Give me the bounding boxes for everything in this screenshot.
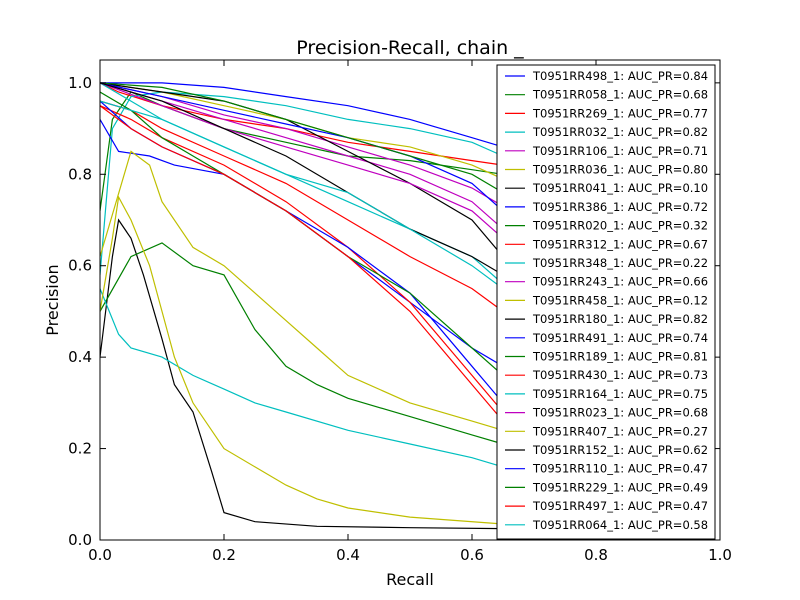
series-line-24	[100, 105, 504, 422]
series-line-11	[100, 288, 504, 468]
series-line-19	[100, 82, 504, 239]
legend-entry: T0951RR180_1: AUC_PR=0.82	[532, 312, 708, 326]
y-axis-label: Precision	[43, 264, 62, 335]
series-layer	[100, 82, 504, 530]
y-tick-label: 1.0	[68, 74, 92, 92]
x-tick-label: 1.0	[708, 546, 732, 564]
legend-entry: T0951RR430_1: AUC_PR=0.73	[532, 368, 708, 382]
series-line-21	[100, 82, 504, 276]
series-line-12	[100, 82, 504, 230]
legend: T0951RR498_1: AUC_PR=0.84 T0951RR058_1: A…	[496, 64, 716, 540]
legend-box	[496, 64, 716, 540]
legend-entry: T0951RR164_1: AUC_PR=0.75	[532, 387, 708, 401]
legend-entry: T0951RR229_1: AUC_PR=0.49	[532, 480, 708, 494]
legend-entry: T0951RR312_1: AUC_PR=0.67	[532, 237, 708, 251]
x-tick-label: 0.0	[88, 546, 112, 564]
x-tick-label: 0.8	[584, 546, 608, 564]
legend-entry: T0951RR189_1: AUC_PR=0.81	[532, 350, 708, 364]
series-line-20	[100, 150, 504, 431]
series-line-15	[100, 82, 504, 212]
legend-entry: T0951RR498_1: AUC_PR=0.84	[532, 69, 708, 83]
series-line-17	[100, 100, 504, 312]
legend-entry: T0951RR020_1: AUC_PR=0.32	[532, 219, 708, 233]
legend-entry: T0951RR058_1: AUC_PR=0.68	[532, 88, 708, 102]
x-tick-label: 0.4	[336, 546, 360, 564]
y-tick-label: 0.2	[68, 440, 92, 458]
legend-entry: T0951RR106_1: AUC_PR=0.71	[532, 144, 708, 158]
legend-entry: T0951RR407_1: AUC_PR=0.27	[532, 424, 708, 438]
series-line-25	[100, 100, 504, 290]
y-tick-label: 0.6	[68, 257, 92, 275]
series-line-10	[100, 105, 504, 413]
legend-entry: T0951RR023_1: AUC_PR=0.68	[532, 406, 708, 420]
legend-entry: T0951RR497_1: AUC_PR=0.47	[532, 499, 708, 513]
series-line-5	[100, 82, 504, 207]
y-tick-label: 0.8	[68, 165, 92, 183]
series-line-9	[100, 242, 504, 445]
series-line-7	[100, 218, 504, 530]
series-line-13	[100, 195, 504, 525]
legend-entry: T0951RR064_1: AUC_PR=0.58	[532, 518, 708, 532]
series-line-1	[100, 82, 504, 148]
x-tick-label: 0.6	[460, 546, 484, 564]
legend-entry: T0951RR110_1: AUC_PR=0.47	[532, 462, 708, 476]
x-axis-label: Recall	[386, 570, 434, 589]
series-line-14	[100, 82, 504, 257]
legend-entry: T0951RR041_1: AUC_PR=0.10	[532, 181, 708, 195]
plot-frame	[99, 59, 721, 541]
y-tick-label: 0.4	[68, 348, 92, 366]
legend-entry: T0951RR386_1: AUC_PR=0.72	[532, 200, 708, 214]
legend-entry: T0951RR036_1: AUC_PR=0.80	[532, 163, 708, 177]
y-tick-label: 0.0	[68, 531, 92, 549]
x-tick-label: 0.2	[212, 546, 236, 564]
legend-entry: T0951RR269_1: AUC_PR=0.77	[532, 106, 708, 120]
legend-entry: T0951RR032_1: AUC_PR=0.82	[532, 125, 708, 139]
legend-entry: T0951RR458_1: AUC_PR=0.12	[532, 293, 708, 307]
ticks-layer: 0.0 0.2 0.4 0.6 0.8 1.0 0.0 0.2 0.4 0.6 0.8 1.0	[68, 60, 732, 564]
legend-entry: T0951RR491_1: AUC_PR=0.74	[532, 331, 708, 345]
chart-title: Precision-Recall, chain _	[296, 37, 524, 59]
series-line-4	[100, 91, 504, 275]
series-line-16	[100, 82, 504, 194]
legend-entry: T0951RR348_1: AUC_PR=0.22	[532, 256, 708, 270]
legend-entry: T0951RR243_1: AUC_PR=0.66	[532, 275, 708, 289]
legend-entry: T0951RR152_1: AUC_PR=0.62	[532, 443, 708, 457]
